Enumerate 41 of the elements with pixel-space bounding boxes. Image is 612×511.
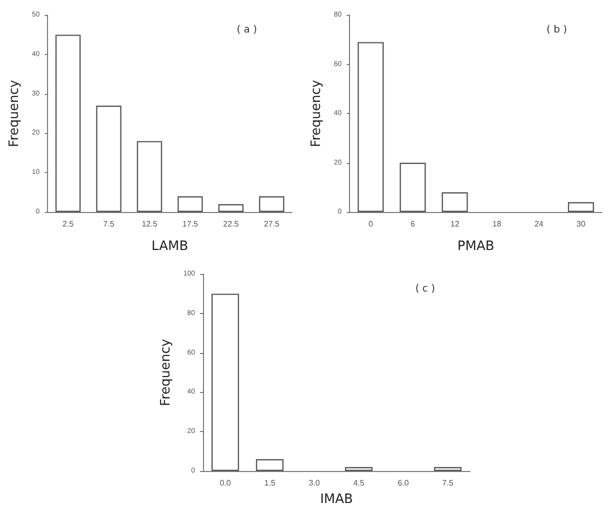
x-axis-title: LAMB [152, 239, 188, 254]
x-tick-label: 17.5 [182, 220, 199, 228]
x-tick-label: 6.0 [398, 478, 410, 488]
x-tick-label: 0.0 [220, 478, 232, 488]
bar [211, 294, 240, 471]
y-axis-title: Frequency [7, 80, 22, 148]
x-tick-label: 12.5 [142, 220, 158, 228]
x-tick-label: 18 [492, 220, 502, 228]
x-axis-title: IMAB [320, 492, 353, 507]
x-tick-label: 1.5 [264, 478, 276, 488]
x-tick-label: 7.5 [103, 220, 115, 228]
x-tick-label: 27.5 [264, 220, 280, 228]
bar [256, 459, 284, 471]
x-tick-label: 7.5 [442, 478, 454, 488]
x-tick-label: 6 [410, 220, 416, 228]
bar [136, 141, 162, 212]
x-tick-label: 4.5 [353, 478, 365, 488]
x-tick-label: 24 [534, 220, 544, 228]
bar [344, 467, 373, 471]
bar [178, 196, 203, 212]
x-tick-label: 12 [450, 220, 460, 228]
x-axis-title: PMAB [457, 239, 494, 254]
x-tick-label: 22.5 [223, 220, 240, 228]
annotation: ( c ) [415, 284, 436, 294]
bar [218, 204, 244, 212]
x-tick-label: 30 [576, 220, 586, 228]
x-tick-label: 0 [368, 220, 374, 228]
x-tick-label: 3.0 [308, 478, 320, 488]
bar [96, 106, 122, 212]
x-tick-label: 2.5 [62, 220, 74, 228]
annotation: ( b ) [546, 24, 568, 36]
bar [55, 34, 81, 212]
bar [568, 202, 594, 212]
y-axis-title: Frequency [158, 338, 174, 406]
bar [400, 162, 426, 212]
bar [434, 467, 462, 471]
y-axis-title: Frequency [309, 80, 324, 148]
bar [442, 192, 468, 212]
bar [358, 42, 384, 212]
annotation: ( a ) [236, 24, 258, 36]
bar [259, 196, 284, 212]
